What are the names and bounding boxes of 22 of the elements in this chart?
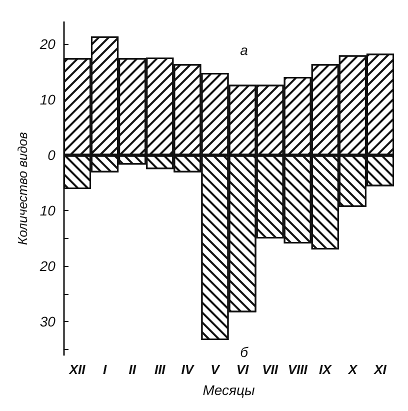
x-tick-label: X <box>347 362 358 377</box>
x-tick-label: VI <box>236 362 250 377</box>
x-tick-label: II <box>128 362 136 377</box>
y-tick-label: 0 <box>48 147 56 164</box>
x-tick-label: III <box>154 362 166 377</box>
x-tick-label: I <box>102 362 107 377</box>
x-tick-label: IV <box>181 362 195 377</box>
y-tick-label: 10 <box>40 202 56 219</box>
annotation: а <box>240 42 248 58</box>
x-tick-label: VII <box>262 362 278 377</box>
y-tick-label: 30 <box>40 314 56 330</box>
x-tick-label: XII <box>68 362 86 377</box>
y-tick-label: 20 <box>38 258 56 274</box>
y-tick-label: 10 <box>40 92 56 108</box>
annotation: б <box>240 344 250 360</box>
x-tick-label: VIII <box>288 362 308 377</box>
x-tick-label: IX <box>318 362 333 377</box>
x-axis-title: Месяцы <box>202 382 256 398</box>
x-tick-label: XI <box>373 362 387 377</box>
x-tick-label: V <box>210 362 221 377</box>
y-axis-title: Количество видов <box>15 132 30 245</box>
y-tick-label: 20 <box>38 36 56 52</box>
